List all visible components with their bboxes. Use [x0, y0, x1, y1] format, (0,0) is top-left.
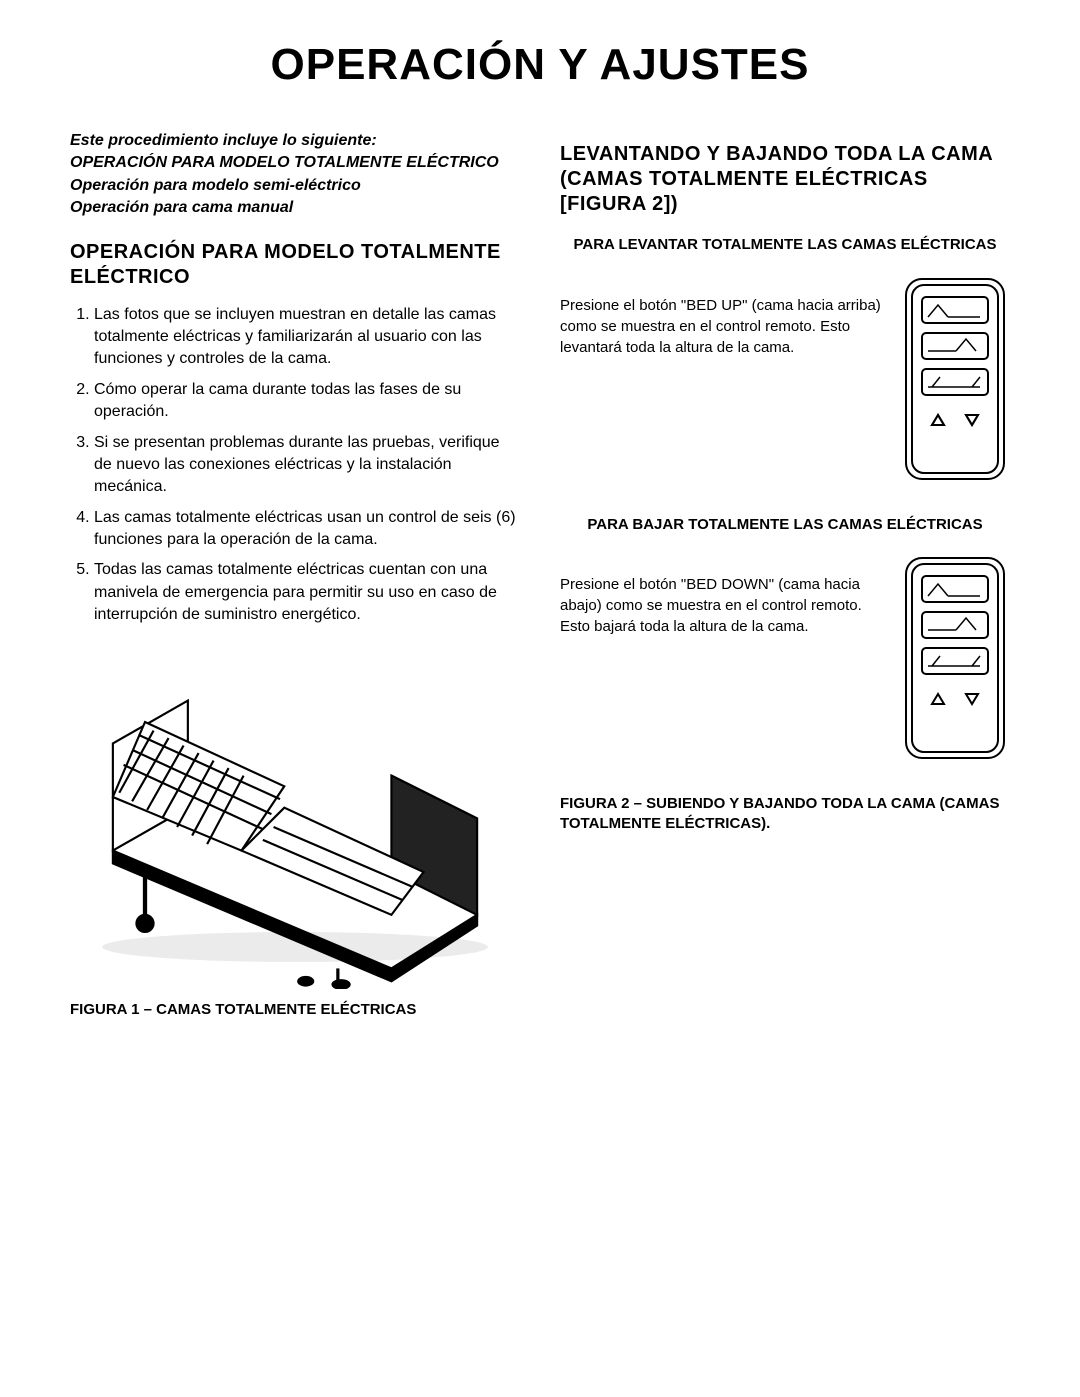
right-heading: LEVANTANDO Y BAJANDO TODA LA CAMA (CAMAS…	[560, 142, 1010, 217]
intro-line: OPERACIÓN PARA MODELO TOTALMENTE ELÉCTRI…	[70, 152, 520, 174]
figure2-caption: FIGURA 2 – SUBIENDO Y BAJANDO TODA LA CA…	[560, 794, 1010, 835]
step-item: Todas las camas totalmente eléctricas cu…	[94, 559, 520, 626]
step-item: Las camas totalmente eléctricas usan un …	[94, 507, 520, 552]
step-item: Las fotos que se incluyen muestran en de…	[94, 304, 520, 371]
right-column: LEVANTANDO Y BAJANDO TODA LA CAMA (CAMAS…	[560, 130, 1010, 1018]
intro-line: Operación para cama manual	[70, 197, 520, 219]
left-column: Este procedimiento incluye lo siguiente:…	[70, 130, 520, 1018]
page-title: OPERACIÓN Y AJUSTES	[70, 40, 1010, 90]
step-item: Cómo operar la cama durante todas las fa…	[94, 379, 520, 424]
raise-subheading: PARA LEVANTAR TOTALMENTE LAS CAMAS ELÉCT…	[560, 235, 1010, 255]
bed-figure	[70, 647, 520, 990]
intro-block: Este procedimiento incluye lo siguiente:…	[70, 130, 520, 220]
step-item: Si se presentan problemas durante las pr…	[94, 432, 520, 499]
intro-line: Operación para modelo semi-eléctrico	[70, 175, 520, 197]
columns: Este procedimiento incluye lo siguiente:…	[70, 130, 1010, 1018]
raise-text: Presione el botón "BED UP" (cama hacia a…	[560, 275, 882, 358]
remote-icon	[900, 275, 1010, 485]
figure1-caption: FIGURA 1 – CAMAS TOTALMENTE ELÉCTRICAS	[70, 1001, 520, 1018]
lower-row: Presione el botón "BED DOWN" (cama hacia…	[560, 554, 1010, 764]
raise-row: Presione el botón "BED UP" (cama hacia a…	[560, 275, 1010, 485]
lower-text: Presione el botón "BED DOWN" (cama hacia…	[560, 554, 882, 637]
steps-list: Las fotos que se incluyen muestran en de…	[70, 304, 520, 627]
remote-icon	[900, 554, 1010, 764]
lower-subheading: PARA BAJAR TOTALMENTE LAS CAMAS ELÉCTRIC…	[560, 515, 1010, 535]
left-heading: OPERACIÓN PARA MODELO TOTALMENTE ELÉCTRI…	[70, 240, 520, 290]
intro-line: Este procedimiento incluye lo siguiente:	[70, 130, 520, 152]
